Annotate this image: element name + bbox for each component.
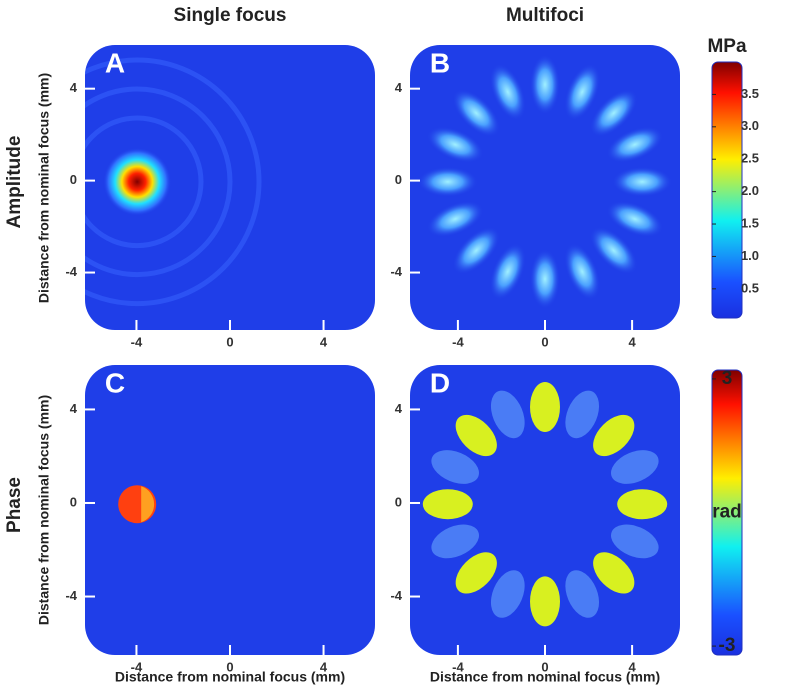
x-tick-label: 4 [628,659,636,674]
lobe [565,570,600,618]
row-title: Phase [4,477,25,533]
y-tick-label: 0 [70,172,77,187]
lobe [564,243,601,300]
lobe [612,166,673,197]
panel-label: B [430,47,450,78]
colorbar-tick-label: 0.5 [741,280,759,295]
lobe [490,390,525,439]
panel [410,365,680,655]
lobe [455,552,497,594]
panel [410,45,680,330]
lobe [426,201,484,237]
x-axis-label: Distance from nominal focus (mm) [115,669,345,685]
colorbar-tick-label: 3.5 [741,86,759,101]
lobe [530,54,560,115]
lobe [530,249,560,309]
x-tick-label: 4 [628,334,636,349]
panel [85,45,375,330]
y-axis-label: Distance from nominal focus (mm) [36,395,52,625]
lobe [606,126,664,163]
panel-label: A [105,47,125,78]
lobe [611,524,659,559]
x-tick-label: -4 [452,334,464,349]
x-tick-label: -4 [452,659,464,674]
panel-label: C [105,367,125,398]
colorbar-unit: MPa [707,36,747,57]
lobe [417,166,478,197]
lobe [593,414,635,457]
lobe [590,89,638,137]
colorbar-unit: rad [712,502,742,523]
column-title: Single focus [174,5,287,26]
column-title: Multifoci [506,5,584,26]
ripple [85,86,233,278]
lobe [489,243,526,300]
y-tick-label: 0 [395,172,402,187]
x-tick-label: 0 [541,659,548,674]
lobe [606,201,664,237]
lobe [431,524,479,559]
y-tick-label: -4 [390,264,402,279]
x-tick-label: 0 [541,334,548,349]
colorbar-tick-label: 2.5 [741,151,759,166]
x-tick-label: -4 [131,334,143,349]
ripple [85,57,262,307]
lobe [617,489,668,520]
x-tick-label: 0 [226,659,233,674]
row-title: Amplitude [4,136,25,229]
colorbar-tick-label: 3.0 [741,118,759,133]
lobe [452,89,500,137]
lobe [611,450,659,484]
lobe [530,576,560,627]
colorbar-tick-label: -3 [719,635,736,656]
y-tick-label: 4 [70,80,78,95]
colorbar-tick-label: 3 [722,368,733,389]
lobe [590,226,638,275]
colorbar-tick-label: 2.0 [741,183,759,198]
panel-label: D [430,367,450,398]
colorbar [711,61,743,319]
lobe [431,450,479,484]
x-tick-label: -4 [131,659,143,674]
lobe [489,63,526,121]
lobe [455,414,497,457]
lobe [490,570,525,618]
y-tick-label: 4 [395,80,403,95]
y-tick-label: -4 [65,264,77,279]
x-tick-label: 0 [226,334,233,349]
x-axis-label: Distance from nominal focus (mm) [430,669,660,685]
ripple [85,115,204,249]
lobe [593,552,635,594]
lobe [530,382,560,432]
colorbar-tick-label: 1.0 [741,248,759,263]
x-tick-label: 4 [320,334,328,349]
lobe [452,226,500,275]
lobe [422,489,473,520]
y-tick-label: 4 [70,401,78,416]
lobe [564,63,601,121]
y-axis-label: Distance from nominal focus (mm) [36,73,52,303]
y-tick-label: 0 [395,494,402,509]
focus [103,147,172,216]
y-tick-label: -4 [65,588,77,603]
focus-part [141,486,155,523]
y-tick-label: 0 [70,494,77,509]
x-tick-label: 4 [320,659,328,674]
lobe [565,390,600,439]
panel [85,365,375,655]
lobe [426,126,484,163]
colorbar [711,369,743,656]
colorbar-tick-label: 1.5 [741,215,759,230]
y-tick-label: -4 [390,588,402,603]
y-tick-label: 4 [395,401,403,416]
